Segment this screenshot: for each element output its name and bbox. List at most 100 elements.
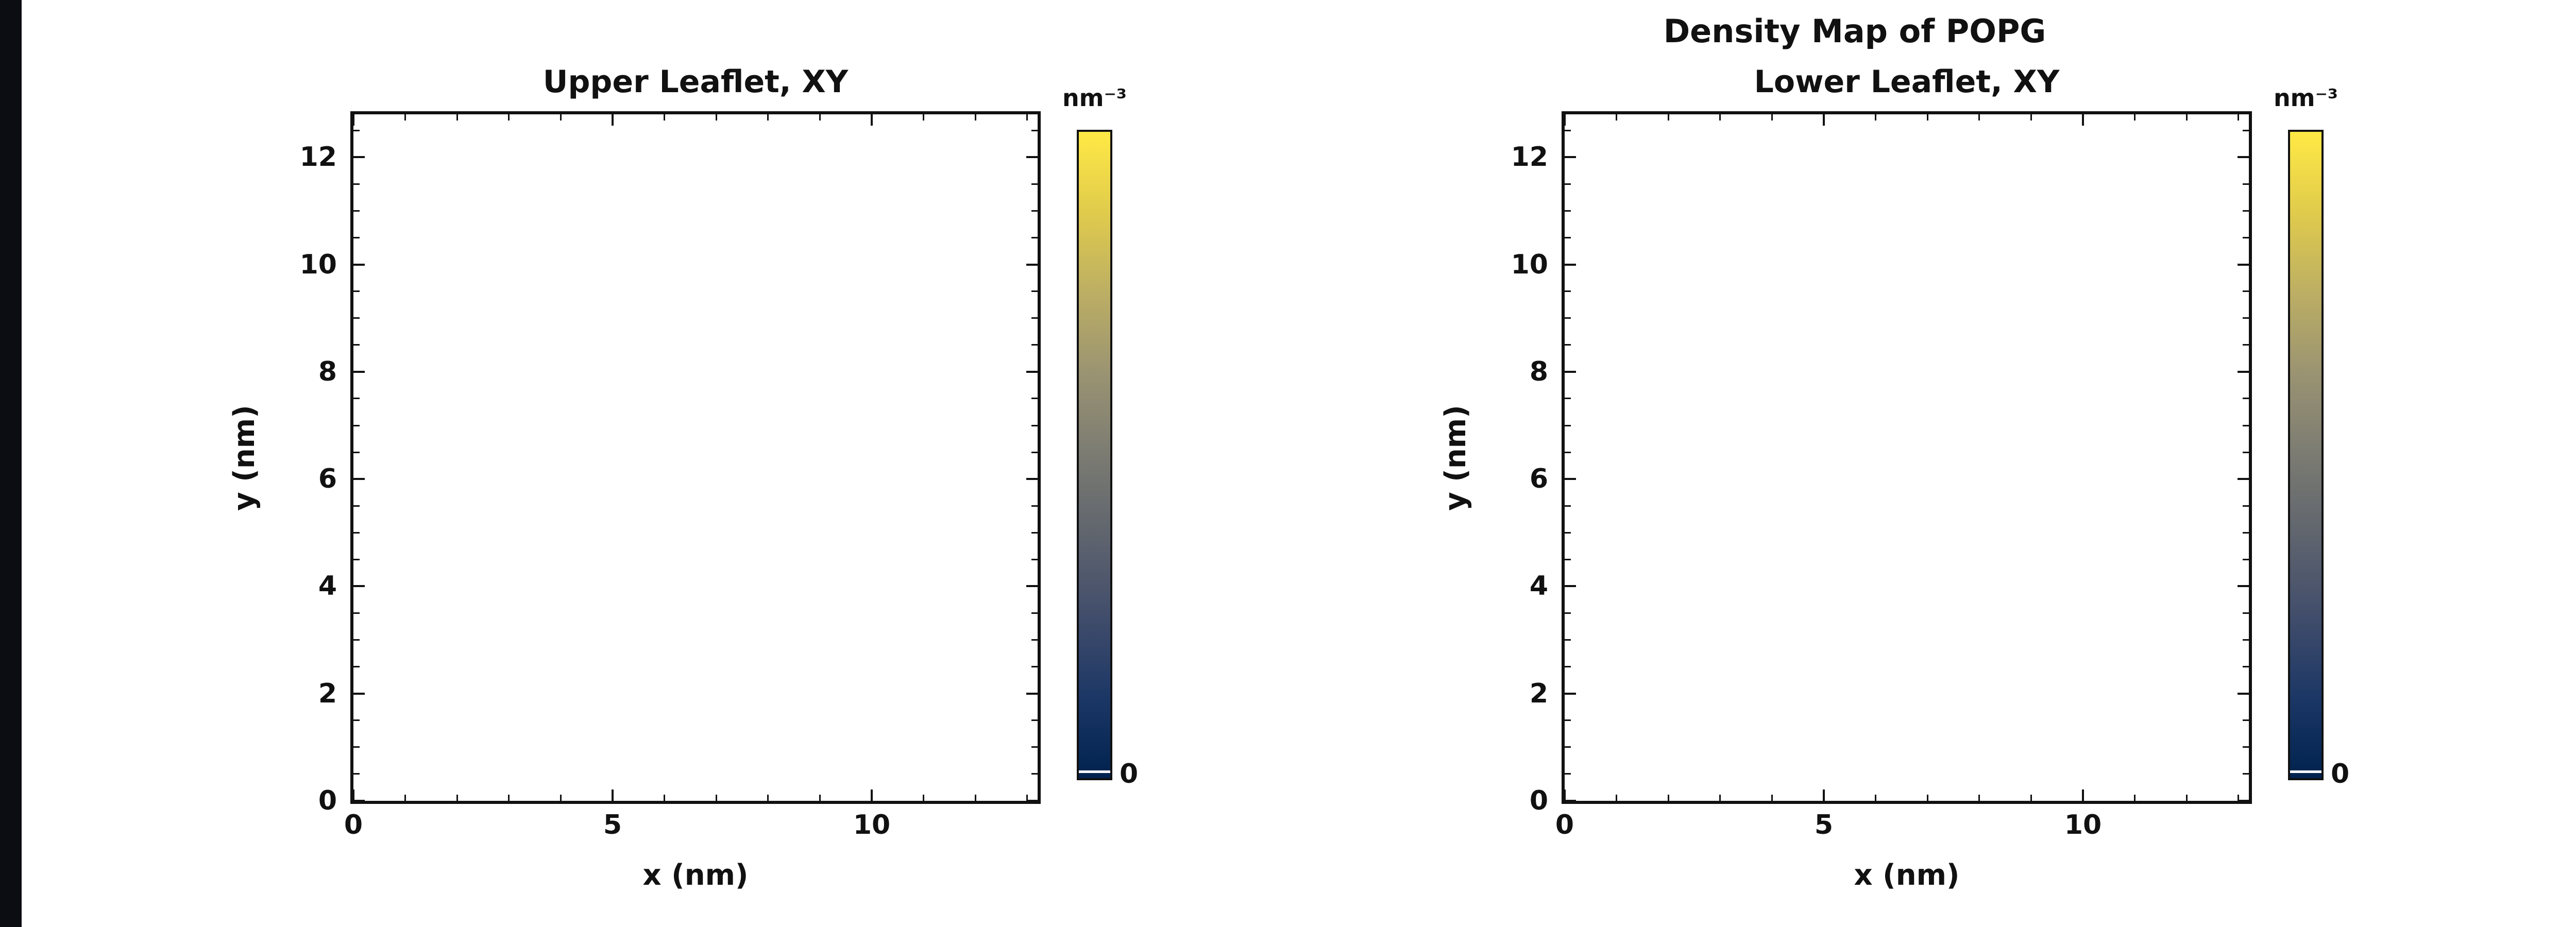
tick-mark (353, 370, 365, 373)
tick-mark (1667, 795, 1669, 801)
tick-mark (871, 789, 873, 801)
tick-mark (2238, 263, 2249, 266)
tick-mark (1565, 558, 1571, 560)
tick-mark (353, 451, 360, 453)
tick-mark (404, 114, 406, 121)
tick-mark (1565, 612, 1571, 614)
y-tick-label: 10 (299, 249, 337, 280)
tick-mark (1565, 290, 1571, 293)
tick-mark (2243, 398, 2249, 400)
tick-mark (2185, 795, 2188, 801)
tick-mark (1823, 789, 1825, 801)
tick-mark (353, 478, 365, 480)
tick-mark (1031, 424, 1038, 426)
tick-mark (1031, 719, 1038, 722)
tick-mark (353, 692, 365, 695)
tick-mark (1565, 317, 1571, 319)
tick-mark (1031, 612, 1038, 614)
tick-mark (1771, 795, 1773, 801)
tick-mark (456, 114, 458, 121)
tick-mark (508, 795, 510, 801)
colorbar-unit-label: nm⁻³ (1062, 84, 1127, 112)
tick-mark (1031, 558, 1038, 560)
tick-mark (1564, 789, 1566, 801)
colorbar-unit-label: nm⁻³ (2273, 84, 2338, 112)
tick-mark (1565, 183, 1571, 185)
tick-mark (1031, 129, 1038, 131)
tick-mark (353, 505, 360, 507)
colorbar-upper-leaflet-xy (1077, 130, 1112, 780)
tick-mark (2243, 129, 2249, 131)
tick-mark (1026, 585, 1038, 588)
tick-mark (1565, 237, 1571, 239)
tick-mark (1031, 773, 1038, 775)
tick-mark (612, 114, 614, 126)
y-tick-label: 12 (299, 142, 337, 173)
x-tick-label: 10 (2064, 810, 2102, 840)
colorbar-zero-tick (2290, 770, 2321, 773)
tick-mark (1565, 344, 1571, 346)
tick-mark (353, 531, 360, 534)
tick-mark (1616, 114, 1618, 121)
tick-mark (1565, 585, 1576, 588)
tick-mark (353, 666, 360, 668)
tick-mark (1565, 398, 1571, 400)
tick-mark (2082, 789, 2084, 801)
tick-mark (1565, 210, 1571, 212)
tick-mark (1031, 210, 1038, 212)
tick-mark (1719, 114, 1721, 121)
tick-mark (2238, 800, 2249, 802)
tick-mark (1026, 114, 1028, 121)
tick-mark (353, 773, 360, 775)
tick-mark (1565, 666, 1571, 668)
tick-mark (1565, 639, 1571, 641)
tick-mark (2238, 795, 2240, 801)
tick-mark (1026, 478, 1038, 480)
tick-mark (2243, 531, 2249, 534)
tick-mark (1026, 263, 1038, 266)
y-tick-label: 2 (318, 678, 337, 709)
y-axis-label-lower-leaflet-xy: y (nm) (1439, 404, 1472, 511)
tick-mark (353, 398, 360, 400)
tick-mark (1031, 183, 1038, 185)
tick-mark (1031, 451, 1038, 453)
tick-mark (1031, 746, 1038, 748)
tick-mark (2243, 612, 2249, 614)
tick-mark (2243, 666, 2249, 668)
x-tick-label: 10 (853, 810, 891, 840)
tick-mark (2243, 237, 2249, 239)
tick-mark (1565, 370, 1576, 373)
tick-mark (353, 424, 360, 426)
tick-mark (1565, 129, 1571, 131)
tick-mark (2243, 719, 2249, 722)
panel-title-upper-leaflet-xy: Upper Leaflet, XY (543, 64, 849, 100)
y-tick-label: 2 (1529, 678, 1548, 709)
y-tick-label: 6 (318, 464, 337, 495)
tick-mark (353, 746, 360, 748)
x-tick-label: 0 (344, 810, 363, 840)
tick-mark (2134, 114, 2136, 121)
tick-mark (2243, 290, 2249, 293)
tick-mark (767, 114, 769, 121)
tick-mark (1565, 424, 1571, 426)
figure-suptitle: Density Map of POPG (1663, 12, 2046, 50)
colorbar-zero-tick (1079, 770, 1110, 773)
tick-mark (2134, 795, 2136, 801)
tick-mark (1565, 531, 1571, 534)
colorbar-tick-label: 0 (2331, 759, 2350, 789)
tick-mark (2243, 210, 2249, 212)
tick-mark (404, 795, 406, 801)
colorbar-lower-leaflet-xy (2288, 130, 2324, 780)
tick-mark (1565, 719, 1571, 722)
tick-mark (974, 114, 976, 121)
tick-mark (353, 719, 360, 722)
tick-mark (767, 795, 769, 801)
tick-mark (353, 612, 360, 614)
tick-mark (1719, 795, 1721, 801)
tick-mark (508, 114, 510, 121)
tick-mark (1565, 800, 1576, 802)
tick-mark (1564, 114, 1566, 126)
tick-mark (1978, 795, 1980, 801)
tick-mark (923, 114, 925, 121)
